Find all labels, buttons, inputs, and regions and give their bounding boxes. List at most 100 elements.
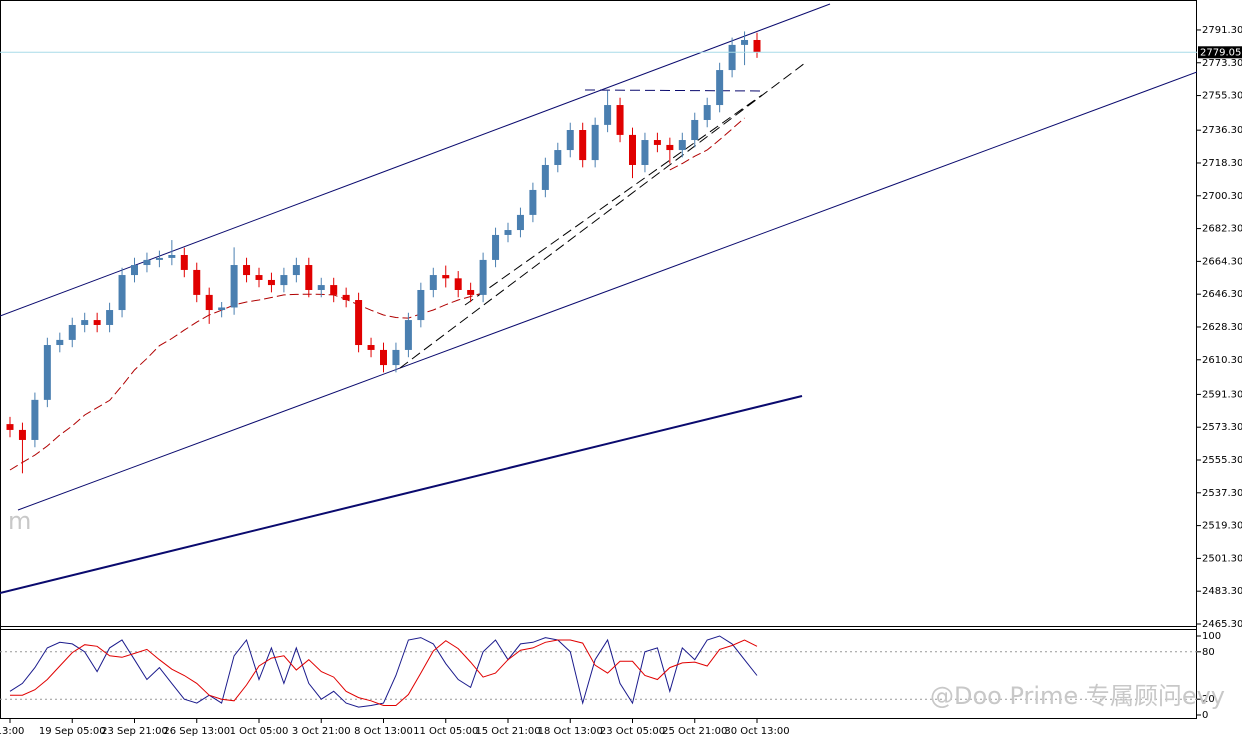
y-tick-label: 2736.30 — [1202, 125, 1242, 136]
candle-body — [653, 140, 661, 145]
y-tick-label: 2465.30 — [1202, 619, 1242, 630]
candle-body — [205, 294, 213, 311]
channel-line — [0, 3, 831, 317]
candle-body — [180, 255, 188, 270]
y-tick-label: 2610.30 — [1202, 355, 1242, 366]
candle-body — [691, 119, 699, 141]
candle-body — [230, 265, 238, 308]
candle-body — [728, 44, 736, 71]
y-tick-label: 2573.30 — [1202, 422, 1242, 433]
candle-body — [566, 130, 574, 151]
y-tick-label: 20 — [1202, 694, 1215, 705]
candle-body — [292, 265, 300, 276]
candle-body — [666, 144, 674, 151]
support-line — [399, 62, 806, 369]
candle-body — [541, 164, 549, 190]
current-price-box — [1198, 46, 1242, 59]
candle-body — [604, 105, 612, 125]
y-tick-label: 2646.30 — [1202, 289, 1242, 300]
candle-body — [267, 279, 275, 286]
y-tick-label: 2537.30 — [1202, 488, 1242, 499]
channel-line — [17, 71, 1197, 511]
candle-body — [330, 285, 338, 295]
y-tick-label: 2773.30 — [1202, 58, 1242, 69]
oscillator-line — [9, 635, 758, 708]
x-tick-label: 18 Oct 13:00 — [538, 726, 603, 737]
candle-body — [417, 289, 425, 321]
candle-body — [404, 320, 412, 350]
current-price-label: 2779.05 — [1200, 47, 1241, 58]
candle-body — [579, 130, 587, 161]
candle-body — [454, 278, 462, 290]
candle-body — [367, 345, 375, 350]
y-tick-label: 2664.30 — [1202, 256, 1242, 267]
y-tick-label: 2682.30 — [1202, 224, 1242, 235]
candle-body — [616, 105, 624, 135]
candle-body — [31, 399, 39, 440]
x-tick-label: 26 Sep 13:00 — [163, 726, 230, 737]
candle-body — [442, 275, 450, 279]
candle-body — [678, 140, 686, 151]
watermark-fragment: m — [8, 507, 31, 535]
x-tick-label: 25 Oct 21:00 — [662, 726, 727, 737]
candle-body — [641, 140, 649, 165]
moving-average — [9, 117, 745, 471]
candle-body — [155, 257, 163, 260]
stochastic-pane — [0, 635, 1197, 708]
y-tick-label: 2718.30 — [1202, 158, 1242, 169]
support-line — [464, 94, 763, 306]
candle-body — [529, 189, 537, 215]
y-tick-label: 2755.30 — [1202, 91, 1242, 102]
watermark: @Doo Prime 专属顾问evy — [930, 682, 1225, 710]
candle-body — [6, 424, 14, 430]
x-tick-label: 11 Oct 05:00 — [413, 726, 478, 737]
candle-body — [243, 265, 251, 276]
candle-body — [56, 339, 64, 346]
candle-body — [280, 275, 288, 286]
x-tick-label: 15 Oct 21:00 — [475, 726, 540, 737]
x-tick-label: 3 Oct 21:00 — [292, 726, 351, 737]
candle-body — [629, 134, 636, 165]
x-tick-label: 8 Oct 13:00 — [354, 726, 413, 737]
candle-body — [193, 269, 201, 295]
candle-body — [305, 265, 313, 290]
candle-body — [554, 150, 562, 165]
candle-body — [479, 259, 487, 295]
candle-body — [118, 275, 126, 311]
y-tick-label: 2700.30 — [1202, 191, 1242, 202]
axes: 2465.30 2483.30 2501.30 2519.30 2537.30 2555.… — [0, 25, 1242, 737]
candle-body — [467, 289, 475, 295]
candle-body — [255, 275, 263, 280]
candle-body — [43, 345, 51, 400]
x-tick-label: 13:00 — [0, 726, 24, 737]
frame — [0, 0, 1197, 719]
candle-body — [516, 214, 524, 231]
y-tick-label: 2591.30 — [1202, 389, 1242, 400]
price-pane — [0, 3, 1197, 594]
x-tick-label: 1 Oct 05:00 — [230, 726, 289, 737]
y-tick-label: 2555.30 — [1202, 455, 1242, 466]
candle-body — [18, 429, 26, 440]
y-tick-label: 0 — [1202, 710, 1208, 721]
y-tick-label: 2519.30 — [1202, 521, 1242, 532]
candle-body — [81, 320, 89, 325]
candle-body — [429, 275, 437, 290]
candle-body — [68, 324, 76, 340]
candle-body — [355, 300, 363, 346]
candle-body — [168, 255, 176, 258]
candle-body — [131, 265, 138, 276]
y-tick-label: 2501.30 — [1202, 553, 1242, 564]
y-tick-label: 2483.30 — [1202, 586, 1242, 597]
x-tick-label: 23 Oct 05:00 — [600, 726, 665, 737]
candle-body — [342, 294, 350, 301]
candle-body — [93, 320, 101, 325]
candle-body — [703, 105, 711, 120]
x-tick-label: 23 Sep 21:00 — [101, 726, 168, 737]
candle-body — [392, 349, 400, 366]
candle-body — [218, 307, 226, 311]
resistance-line — [584, 89, 766, 92]
y-tick-label: 2791.30 — [1202, 25, 1242, 36]
candle-body — [591, 124, 599, 161]
